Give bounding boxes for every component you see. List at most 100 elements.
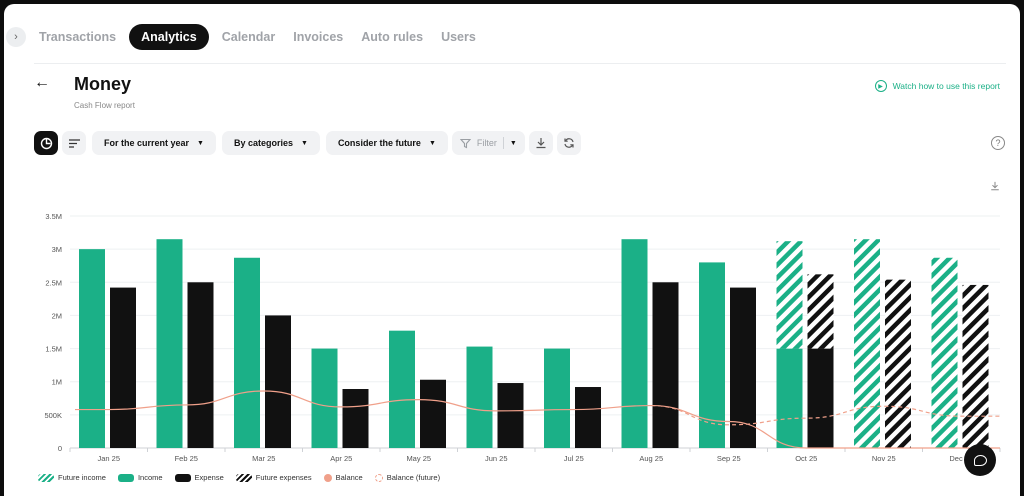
sort-lines-icon: [68, 138, 80, 148]
caret-down-icon: ▼: [301, 139, 308, 147]
legend-swatch: [235, 473, 252, 482]
future-expense-bar: [885, 279, 911, 448]
chart-bars: [79, 239, 989, 448]
tab-calendar[interactable]: Calendar: [221, 30, 276, 44]
chart-view-button[interactable]: [34, 131, 58, 155]
x-tick-label: Mar 25: [252, 454, 275, 463]
balance-lines: [75, 390, 1000, 449]
pie-chart-icon: [40, 137, 52, 149]
income-bar: [544, 348, 570, 448]
income-bar: [621, 239, 648, 448]
income-bar: [79, 249, 105, 448]
future-label: Consider the future: [337, 138, 421, 148]
x-tick-label: Oct 25: [795, 454, 817, 463]
legend-swatch: [323, 473, 332, 482]
legend-swatch: [117, 473, 134, 482]
legend-label: Income: [137, 473, 163, 482]
income-bar: [776, 348, 803, 448]
y-tick-label: 0: [58, 444, 62, 453]
future-expense-bar: [807, 274, 834, 349]
tab-invoices[interactable]: Invoices: [293, 30, 344, 44]
legend-expense[interactable]: Expense: [174, 473, 224, 482]
legend-swatch: [38, 473, 54, 482]
play-circle-icon: ▶: [874, 80, 887, 92]
legend-swatch: [174, 473, 191, 482]
legend-label: Expense: [194, 473, 224, 482]
future-income-bar: [931, 257, 958, 448]
expense-bar: [807, 348, 834, 448]
x-tick-label: Nov 25: [872, 454, 896, 463]
grouping-label: By categories: [233, 138, 293, 148]
income-bar: [389, 330, 415, 448]
filter-button[interactable]: Filter ▼: [451, 131, 525, 155]
x-tick-label: Aug 25: [639, 454, 663, 463]
chat-button[interactable]: [964, 444, 996, 476]
future-income-bar: [854, 239, 880, 448]
legend-balance-future[interactable]: Balance (future): [374, 473, 440, 482]
tab-users[interactable]: Users: [441, 30, 476, 44]
grouping-dropdown[interactable]: By categories ▼: [221, 131, 320, 155]
page-subtitle: Cash Flow report: [74, 101, 135, 110]
x-tick-label: Jun 25: [485, 454, 508, 463]
period-dropdown[interactable]: For the current year ▼: [92, 131, 216, 155]
app-window: › Transactions Analytics Calendar Invoic…: [4, 4, 1020, 496]
expense-bar: [110, 287, 136, 448]
tab-auto-rules[interactable]: Auto rules: [361, 30, 424, 44]
income-bar: [699, 262, 725, 448]
caret-down-icon: ▼: [428, 139, 436, 147]
export-button[interactable]: [528, 131, 553, 155]
y-tick-label: 500K: [44, 411, 62, 420]
help-icon[interactable]: ?: [991, 136, 1005, 150]
legend-balance[interactable]: Balance: [323, 473, 363, 482]
filter-separator: [502, 137, 504, 149]
y-axis: 0 500K 1M 1.5M 2M 2.5M 3M 3.5M: [44, 212, 62, 453]
expense-bar: [265, 315, 291, 448]
cash-flow-chart: 0 500K 1M 1.5M 2M 2.5M 3M 3.5M Jan 25 Feb 25 Mar …: [44, 212, 1001, 463]
expense-bar: [420, 379, 446, 448]
y-tick-label: 3M: [52, 245, 62, 254]
page-title: Money: [74, 74, 132, 94]
table-view-button[interactable]: [62, 131, 86, 155]
legend-label: Balance: [335, 473, 363, 482]
future-dropdown[interactable]: Consider the future ▼: [325, 131, 448, 155]
future-income-bar: [776, 241, 803, 349]
back-arrow-icon[interactable]: ←: [34, 74, 50, 91]
refresh-button[interactable]: [556, 131, 581, 155]
x-tick-label: Apr 25: [330, 454, 352, 463]
y-tick-label: 3.5M: [45, 212, 62, 221]
future-expense-bar: [962, 284, 989, 448]
tab-analytics[interactable]: Analytics: [129, 24, 209, 50]
chart-download-icon[interactable]: [990, 181, 1000, 194]
legend-label: Future expenses: [255, 473, 312, 482]
legend-swatch: [374, 473, 383, 482]
expense-bar: [342, 389, 369, 448]
future-balance-line: [651, 404, 1000, 426]
watch-tutorial-link[interactable]: ▶ Watch how to use this report: [874, 80, 1000, 92]
report-toolbar: For the current year ▼ By categories ▼ C…: [34, 131, 581, 155]
caret-down-icon: ▼: [197, 139, 204, 147]
chat-icon: [973, 454, 987, 466]
divider: [34, 63, 1006, 64]
x-tick-label: Jul 25: [564, 454, 584, 463]
legend-future-expenses[interactable]: Future expenses: [235, 473, 312, 482]
expense-bar: [575, 387, 601, 448]
download-icon: [536, 138, 546, 149]
caret-down-icon[interactable]: ▼: [509, 139, 517, 147]
chart-grid: [69, 215, 1001, 452]
chart-legend: Future income Income Expense Future expe…: [38, 473, 440, 482]
income-bar: [311, 348, 338, 448]
legend-future-income[interactable]: Future income: [38, 473, 106, 482]
tab-transactions[interactable]: Transactions: [39, 30, 117, 44]
y-tick-label: 2.5M: [45, 278, 62, 287]
x-tick-label: Dec 25: [949, 454, 973, 463]
x-tick-label: Sep 25: [717, 454, 741, 463]
legend-label: Future income: [58, 473, 106, 482]
refresh-icon: [564, 138, 574, 148]
legend-income[interactable]: Income: [117, 473, 163, 482]
filter-label: Filter: [476, 138, 497, 148]
sidebar-toggle-button[interactable]: ›: [6, 27, 26, 47]
income-bar: [466, 346, 493, 448]
funnel-icon: [459, 138, 471, 148]
y-tick-label: 1M: [52, 378, 62, 387]
watch-link-label: Watch how to use this report: [892, 81, 1000, 91]
